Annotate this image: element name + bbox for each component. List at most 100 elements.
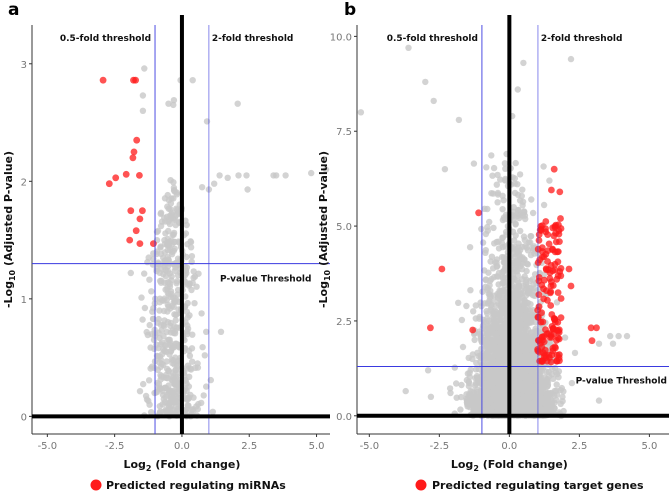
highlighted-point <box>475 209 482 217</box>
background-point <box>189 331 196 338</box>
background-point <box>469 388 476 395</box>
background-point <box>484 223 491 231</box>
background-point <box>488 190 495 197</box>
background-point <box>193 403 200 410</box>
background-point <box>201 352 208 359</box>
background-point <box>479 239 487 246</box>
background-point <box>156 403 163 410</box>
background-point <box>522 375 529 382</box>
background-point <box>167 177 174 184</box>
x-tick-label: -5.0 <box>38 441 58 452</box>
background-point <box>511 180 518 187</box>
background-point <box>149 261 156 268</box>
highlighted-point <box>129 154 137 162</box>
background-point <box>155 315 162 323</box>
background-point <box>148 288 155 295</box>
background-point <box>171 311 178 318</box>
background-point <box>531 393 538 400</box>
background-point <box>522 292 530 299</box>
background-point <box>484 325 491 332</box>
background-point <box>182 377 189 384</box>
background-point <box>501 177 509 184</box>
background-point <box>487 287 494 294</box>
background-point <box>531 384 539 391</box>
highlighted-point <box>136 240 144 248</box>
background-point <box>516 307 524 314</box>
background-point <box>520 59 527 67</box>
background-point <box>146 276 153 283</box>
background-point <box>170 97 178 104</box>
x-label-rest: (Fold change) <box>151 458 240 471</box>
background-point <box>482 247 489 254</box>
background-point <box>571 349 579 357</box>
x-label-main: Log <box>123 458 145 471</box>
background-point <box>195 270 202 277</box>
background-point <box>490 224 497 232</box>
background-point <box>457 393 465 401</box>
highlighted-point <box>551 343 559 351</box>
background-point <box>200 392 207 399</box>
background-point <box>167 394 175 401</box>
background-point <box>543 383 551 390</box>
background-point <box>490 310 497 317</box>
background-point <box>157 250 165 258</box>
background-point <box>499 192 506 199</box>
background-point <box>522 350 529 357</box>
highlighted-point <box>126 236 134 244</box>
highlighted-point <box>551 266 559 274</box>
highlighted-point <box>540 276 548 284</box>
background-point <box>160 395 167 403</box>
highlighted-point <box>565 265 573 273</box>
background-point <box>623 332 631 340</box>
background-point <box>499 275 507 282</box>
background-point <box>524 299 532 307</box>
background-point <box>487 258 494 265</box>
background-point <box>499 206 506 213</box>
background-point <box>520 384 528 391</box>
background-point <box>483 164 490 171</box>
background-point <box>561 334 569 341</box>
background-point <box>500 369 508 377</box>
x-tick-label: -2.5 <box>430 441 450 452</box>
background-point <box>187 238 195 246</box>
background-point <box>165 367 172 374</box>
legend-label: Predicted regulating miRNAs <box>106 479 286 492</box>
background-point <box>493 401 500 409</box>
background-point <box>217 328 225 335</box>
background-point <box>171 215 179 222</box>
background-point <box>510 204 517 211</box>
background-point <box>478 225 485 233</box>
background-point <box>224 174 231 181</box>
background-point <box>488 304 495 311</box>
highlighted-point <box>545 266 552 274</box>
background-point <box>209 408 216 415</box>
background-point <box>216 172 223 179</box>
background-point <box>156 277 164 285</box>
background-point <box>488 355 495 362</box>
background-point <box>145 397 152 405</box>
y-label-rest: (Adjusted P-value) <box>2 151 15 270</box>
background-point <box>493 259 500 266</box>
background-point <box>609 340 617 347</box>
background-point <box>453 380 460 387</box>
background-point <box>568 379 576 387</box>
background-point <box>234 100 241 107</box>
background-point <box>138 294 145 301</box>
background-point <box>171 298 179 305</box>
background-point <box>186 312 193 319</box>
background-point <box>466 244 474 251</box>
highlighted-point <box>469 326 477 334</box>
y-tick-label: 2 <box>21 177 27 188</box>
x-tick-label: -5.0 <box>360 441 380 452</box>
background-point <box>527 379 534 386</box>
x-tick-label: 0.0 <box>174 441 190 452</box>
background-point <box>490 393 498 401</box>
background-point <box>430 97 437 105</box>
background-point <box>147 344 154 351</box>
background-point <box>150 305 157 312</box>
background-point <box>470 394 478 401</box>
background-point <box>486 218 493 226</box>
pvalue-threshold-label: P-value Threshold <box>220 275 311 285</box>
highlighted-point <box>535 277 543 285</box>
